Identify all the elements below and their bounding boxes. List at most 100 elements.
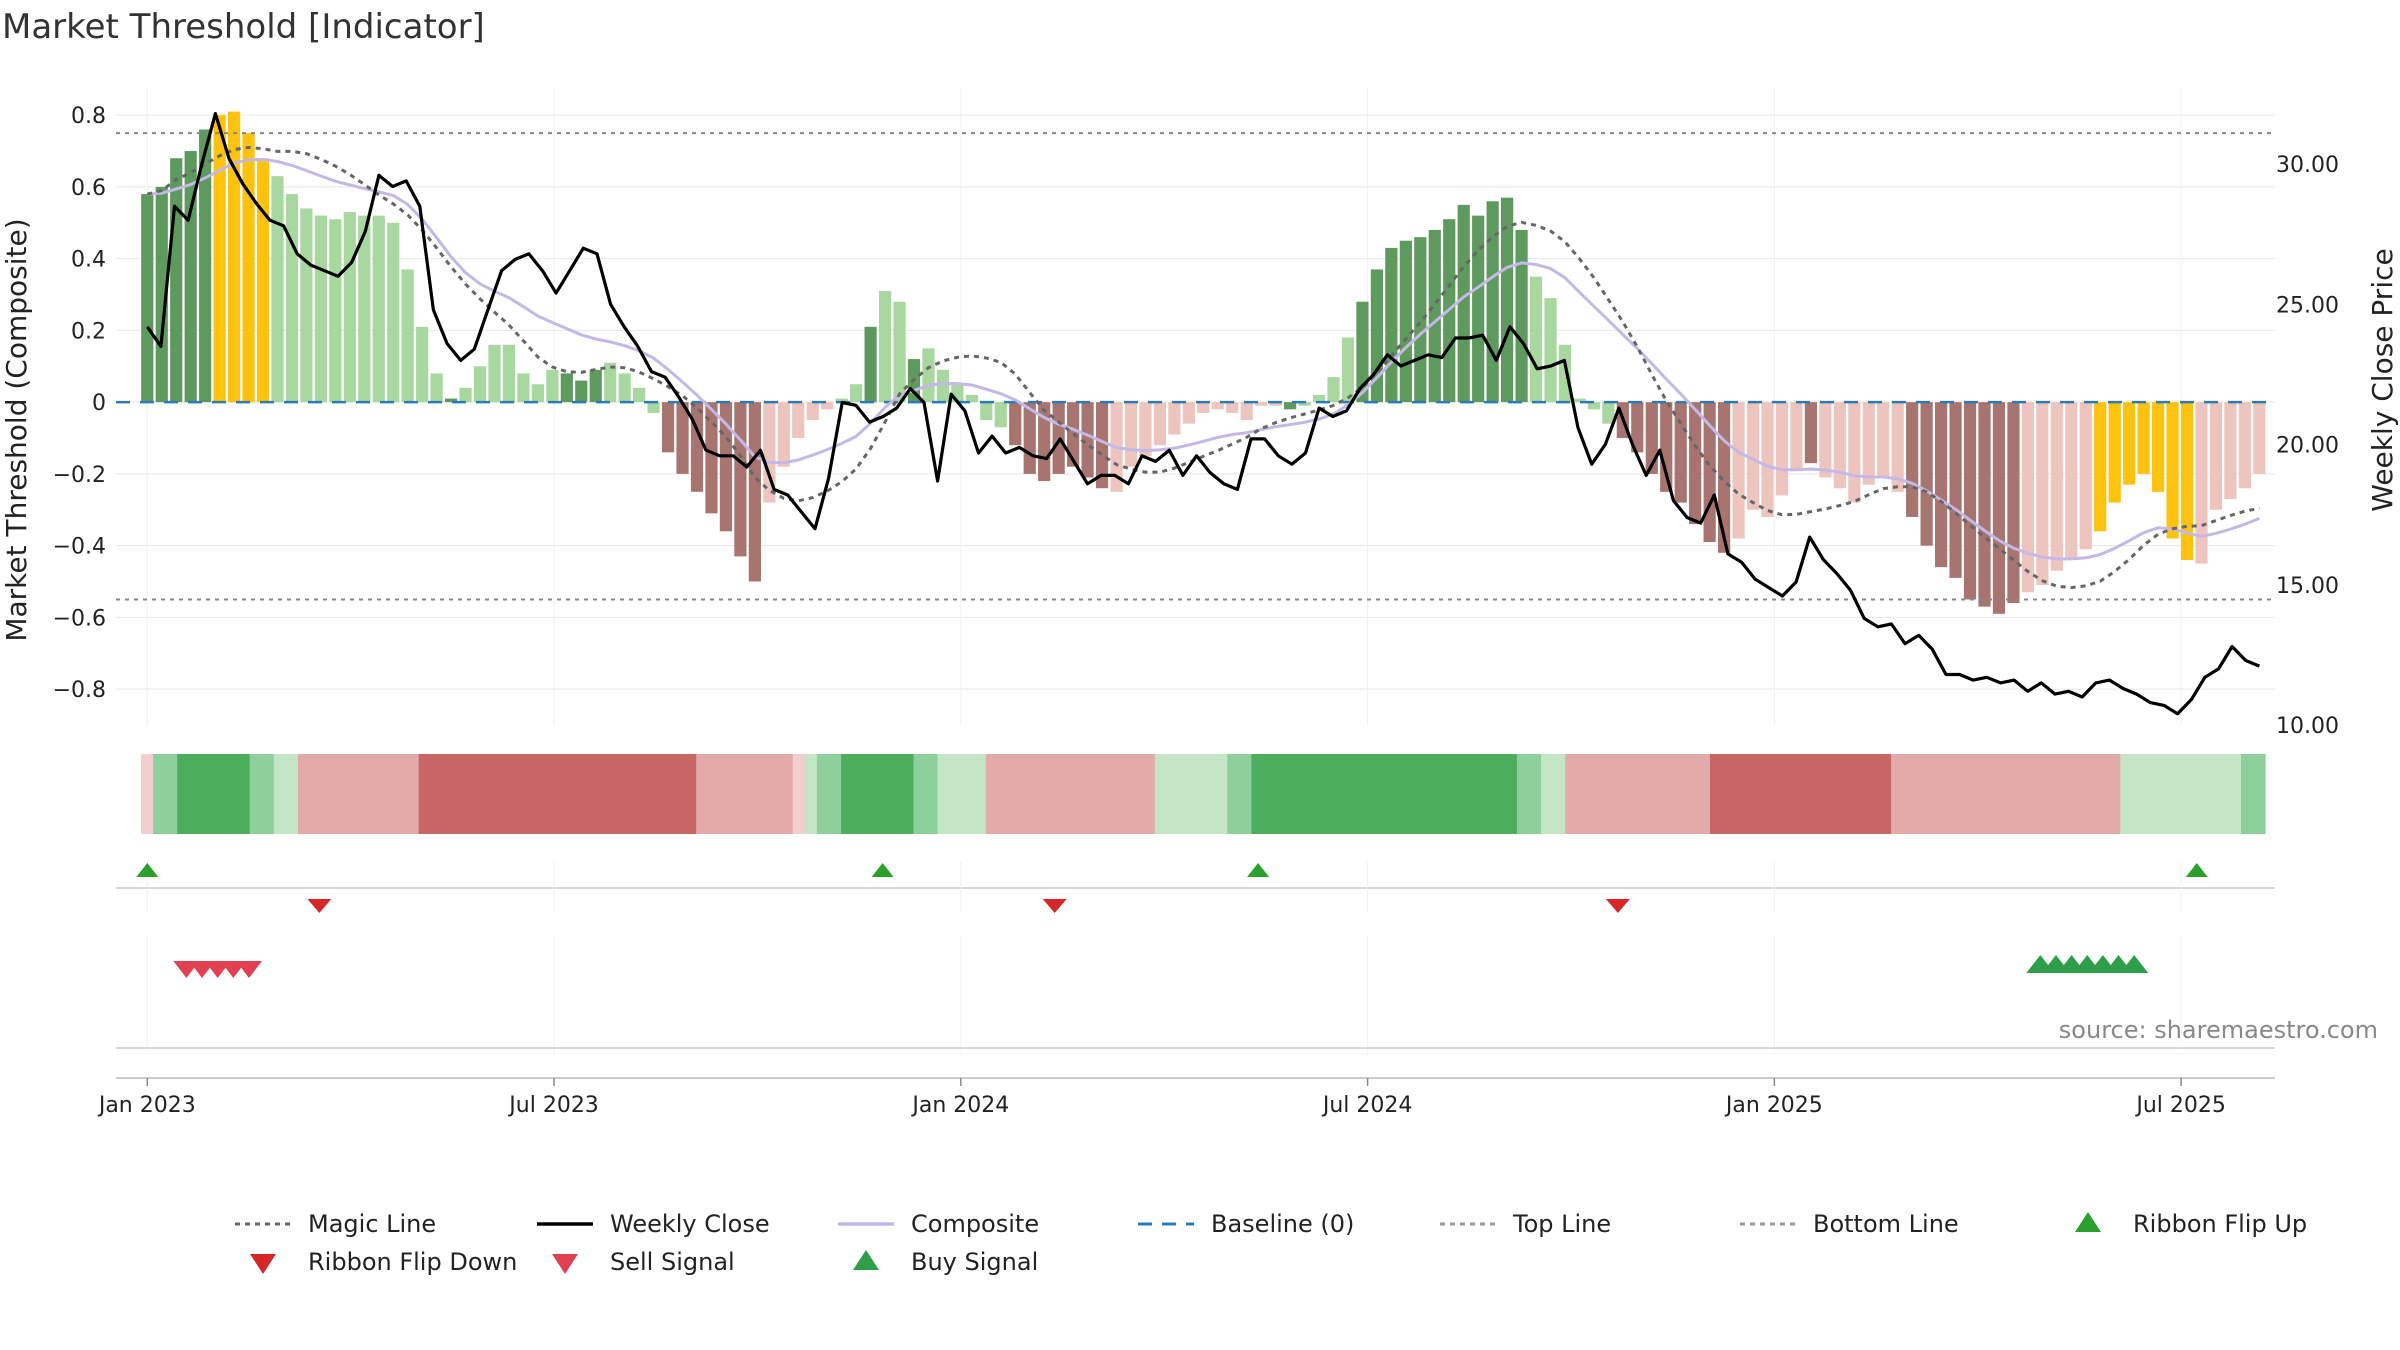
left-tick-label: −0.8 <box>53 678 106 703</box>
left-tick-label: −0.6 <box>53 606 106 631</box>
composite-bar <box>1414 237 1427 403</box>
ribbon-flip-up-marker <box>1247 863 1270 877</box>
composite-bar <box>1457 204 1470 403</box>
ribbon-cell <box>1951 754 1964 834</box>
composite-bar <box>1573 398 1586 403</box>
ribbon-cell <box>1215 754 1228 834</box>
date-tick-label: Jan 2025 <box>1724 1093 1823 1118</box>
ribbon-flip-down-marker <box>307 899 332 913</box>
composite-bar <box>1472 215 1485 403</box>
composite-bar <box>358 215 371 403</box>
ribbon-cell <box>491 754 504 834</box>
ribbon-cell <box>1818 754 1832 834</box>
composite-bar <box>1920 402 1933 546</box>
ribbon-cell <box>1939 754 1952 834</box>
composite-bar <box>1891 402 1904 492</box>
ribbon-cell <box>2072 754 2085 834</box>
ribbon-cell <box>1359 754 1373 834</box>
composite-bar <box>1501 197 1514 403</box>
composite-bar <box>893 301 906 403</box>
composite-bar <box>1399 240 1412 403</box>
regime-ribbon <box>141 754 2266 834</box>
composite-bar <box>1385 247 1398 403</box>
ribbon-cell <box>1649 754 1663 834</box>
composite-bar <box>936 369 950 403</box>
ribbon-cell <box>297 754 311 834</box>
ribbon-cell <box>2084 754 2097 834</box>
legend-item: Top Line <box>1440 1210 1611 1238</box>
composite-bar <box>1732 402 1745 539</box>
legend-swatch-triangle-down <box>552 1254 578 1274</box>
ribbon-cell <box>1830 754 1844 834</box>
composite-bar <box>1906 402 1919 517</box>
ribbon-cell <box>1746 754 1759 834</box>
ribbon-cell <box>2132 754 2145 834</box>
ribbon-cell <box>1468 754 1482 834</box>
ribbon-cell <box>2180 754 2194 834</box>
ribbon-cell <box>853 754 866 834</box>
composite-bar <box>2007 402 2020 604</box>
composite-bar <box>401 269 414 403</box>
composite-bar <box>1602 402 1615 424</box>
ribbon-cell <box>1299 754 1313 834</box>
legend-item: Sell Signal <box>552 1248 735 1276</box>
composite-bar <box>850 384 863 403</box>
composite-bar <box>676 402 689 474</box>
ribbon-cell <box>563 754 576 834</box>
ribbon-cell <box>1203 754 1216 834</box>
legend-item: Magic Line <box>235 1210 436 1238</box>
ribbon-cell <box>1722 754 1735 834</box>
composite-bar <box>1356 301 1369 403</box>
source-credit: source: sharemaestro.com <box>2059 1016 2378 1044</box>
weekly-close-line <box>145 112 2261 716</box>
ribbon-cell <box>744 754 757 834</box>
composite-bar <box>1819 402 1832 478</box>
composite-bar <box>763 402 776 503</box>
ribbon-cell <box>418 754 432 834</box>
ribbon-cell <box>2156 754 2170 834</box>
ribbon-cell <box>2241 754 2254 834</box>
ribbon-cell <box>382 754 395 834</box>
ribbon-cell <box>1866 754 1880 834</box>
composite-bar <box>1645 402 1658 474</box>
ribbon-cell <box>1999 754 2013 834</box>
composite-bar <box>1312 394 1326 403</box>
legend-item: Buy Signal <box>853 1248 1038 1276</box>
ribbon-cell <box>985 754 999 834</box>
signal-panel <box>116 935 2275 1055</box>
ribbon-cell <box>2108 754 2121 834</box>
ribbon-cell <box>285 754 299 834</box>
main-panel-lines <box>116 112 2275 716</box>
composite-bar <box>2079 402 2092 550</box>
composite-bar <box>1515 229 1528 403</box>
ribbon-cell <box>1734 754 1747 834</box>
ribbon-cell <box>997 754 1011 834</box>
date-tick-label: Jul 2024 <box>1321 1093 1413 1118</box>
composite-bar <box>1081 402 1094 478</box>
ribbon-cell <box>153 754 166 834</box>
ribbon-cell <box>659 754 673 834</box>
composite-bar <box>329 219 342 403</box>
ribbon-cell <box>1878 754 1892 834</box>
composite-bar <box>1197 402 1210 413</box>
composite-bar <box>2021 402 2034 593</box>
ribbon-cell <box>2253 754 2266 834</box>
composite-bar <box>1558 344 1572 403</box>
composite-bar <box>1631 402 1644 453</box>
ribbon-cell <box>454 754 468 834</box>
composite-bar <box>1269 402 1282 406</box>
ribbon-cell <box>1516 754 1530 834</box>
ribbon-cell <box>165 754 178 834</box>
composite-bar <box>1674 402 1687 503</box>
ribbon-cell <box>1130 754 1144 834</box>
ribbon-cell <box>1673 754 1687 834</box>
ribbon-cell <box>2168 754 2182 834</box>
ribbon-cell <box>1372 754 1385 834</box>
ribbon-cell <box>780 754 794 834</box>
composite-bar <box>314 215 327 403</box>
ribbon-cell <box>647 754 661 834</box>
composite-bar <box>2195 402 2208 564</box>
ribbon-cell <box>1480 754 1494 834</box>
composite-bar <box>1284 402 1297 410</box>
ribbon-cell <box>1263 754 1276 834</box>
